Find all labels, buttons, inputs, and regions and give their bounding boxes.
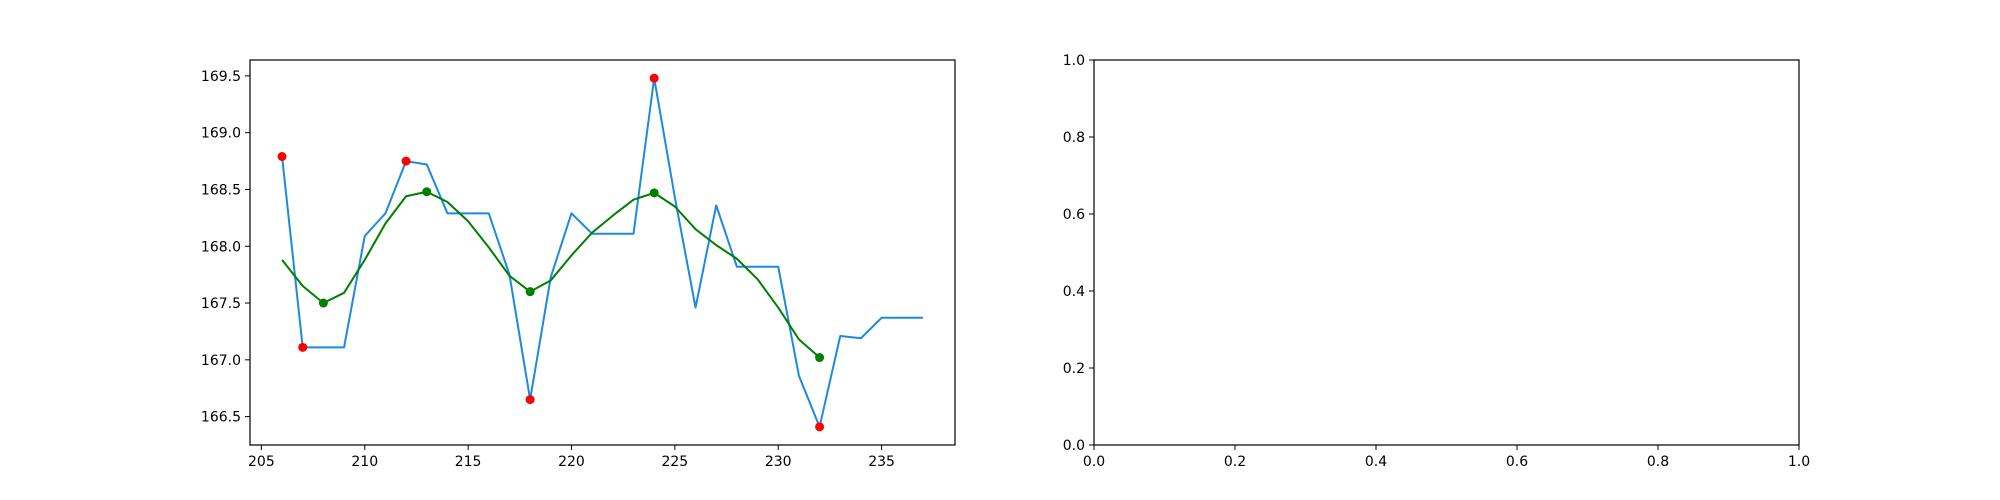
x-tick-label: 205 — [248, 454, 275, 470]
y-tick-label: 0.4 — [1063, 284, 1085, 300]
x-tick-label: 210 — [351, 454, 378, 470]
chart-left: 205 210 215 220 225 230 235 166.5 167.0 167.5 168.… — [201, 59, 956, 470]
axes-frame — [249, 59, 956, 446]
y-tick-label: 169.0 — [201, 126, 241, 142]
marker-point — [815, 422, 825, 432]
series-line-0 — [281, 77, 923, 428]
marker-point — [318, 298, 328, 308]
y-tick-label: 0.0 — [1063, 438, 1085, 454]
marker-point — [277, 152, 287, 162]
x-tick-label: 0.6 — [1506, 454, 1528, 470]
chart-right: 0.0 0.2 0.4 0.6 0.8 1.0 0.0 0.2 0.4 0.6 0.8 1.0 — [1063, 53, 1810, 470]
marker-point — [649, 188, 659, 198]
y-tick-label: 0.8 — [1063, 130, 1085, 146]
y-tick-label: 167.0 — [201, 353, 241, 369]
axes-frame — [1093, 59, 1800, 446]
marker-point — [298, 342, 308, 352]
y-tick-label: 0.6 — [1063, 207, 1085, 223]
marker-point — [525, 287, 535, 297]
x-tick-label: 220 — [558, 454, 585, 470]
x-tick-label: 0.4 — [1365, 454, 1387, 470]
marker-point — [525, 395, 535, 405]
x-tick-label: 235 — [868, 454, 895, 470]
series-line-1 — [281, 190, 821, 359]
x-tick-label: 0.0 — [1083, 454, 1105, 470]
x-tick-label: 230 — [765, 454, 792, 470]
x-tick-label: 0.8 — [1647, 454, 1669, 470]
marker-point — [649, 73, 659, 83]
x-tick-label: 215 — [455, 454, 482, 470]
y-tick-label: 1.0 — [1063, 53, 1085, 69]
y-tick-label: 0.2 — [1063, 361, 1085, 377]
marker-point — [401, 156, 411, 166]
x-tick-label: 0.2 — [1224, 454, 1246, 470]
y-tick-label: 168.5 — [201, 182, 241, 198]
x-tick-label: 1.0 — [1788, 454, 1810, 470]
y-tick-label: 169.5 — [201, 69, 241, 85]
marker-point — [422, 187, 432, 197]
y-tick-label: 167.5 — [201, 296, 241, 312]
y-tick-label: 168.0 — [201, 239, 241, 255]
x-tick-label: 225 — [661, 454, 688, 470]
y-tick-label: 166.5 — [201, 410, 241, 426]
marker-point — [815, 353, 825, 363]
